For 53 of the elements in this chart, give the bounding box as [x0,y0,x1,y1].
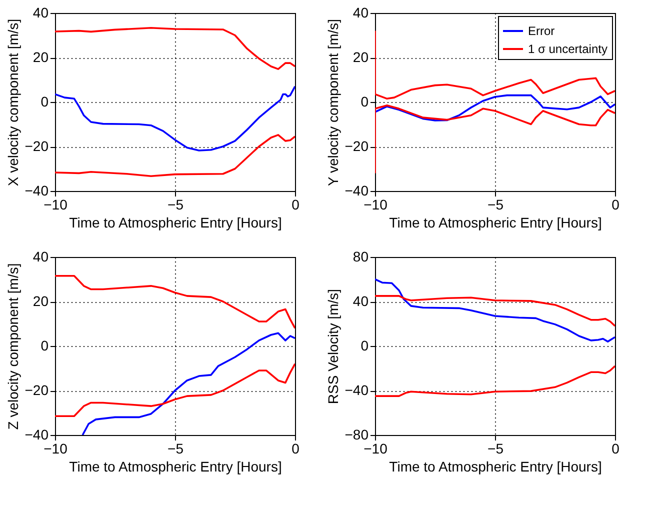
x-tick-label: 0 [292,196,300,212]
x-tick-label: −5 [168,196,184,212]
x-tick-label: −10 [44,440,68,456]
y-axis-title: X velocity component [m/s] [4,18,21,186]
y-tick-label: −40 [24,182,49,198]
legend-label: 1 σ uncertainty [528,42,608,56]
x-tick-label: 0 [612,440,620,456]
x-axis-title: Time to Atmospheric Entry [Hours] [389,458,602,474]
y-tick-label: −20 [24,138,49,154]
y-tick-label: −20 [24,382,49,398]
line-series [375,365,615,397]
y-axis-title: Z velocity component [m/s] [4,263,21,430]
y-tick-label: 40 [352,293,369,309]
line-series [55,27,295,70]
x-tick-label: −10 [364,440,388,456]
x-tick-label: −5 [488,196,504,212]
x-tick-label: −5 [488,440,504,456]
y-axis-title: RSS Velocity [m/s] [324,288,341,404]
y-tick-label: −40 [344,382,369,398]
y-axis-title: Y velocity component [m/s] [324,18,341,186]
x-axis-title: Time to Atmospheric Entry [Hours] [69,458,282,474]
y-tick-label: 40 [32,248,49,264]
y-tick-label: −20 [344,138,369,154]
y-tick-label: 40 [352,4,369,20]
line-series [375,104,615,174]
y-tick-label: 80 [352,248,369,264]
y-tick-label: 40 [32,4,49,20]
y-tick-label: 20 [32,293,49,309]
line-series [55,134,295,177]
y-tick-label: 0 [360,94,369,110]
y-tick-label: −40 [24,426,49,442]
x-axis-title: Time to Atmospheric Entry [Hours] [69,214,282,230]
line-series [375,295,615,327]
x-axis-title: Time to Atmospheric Entry [Hours] [389,214,602,230]
y-tick-label: 0 [40,94,49,110]
y-tick-label: 0 [40,338,49,354]
x-tick-label: −10 [44,196,68,212]
legend-label: Error [528,24,555,38]
y-tick-label: 20 [352,49,369,65]
line-series [375,278,615,342]
line-series [55,86,295,152]
line-series [375,94,615,122]
y-tick-label: 0 [360,338,369,354]
x-tick-label: −10 [364,196,388,212]
y-tick-label: 20 [32,49,49,65]
x-tick-label: 0 [292,440,300,456]
line-series [55,275,295,330]
x-tick-label: −5 [168,440,184,456]
y-tick-label: −80 [344,426,369,442]
line-series [55,362,295,417]
x-tick-label: 0 [612,196,620,212]
y-tick-label: −40 [344,182,369,198]
line-series [82,332,295,435]
